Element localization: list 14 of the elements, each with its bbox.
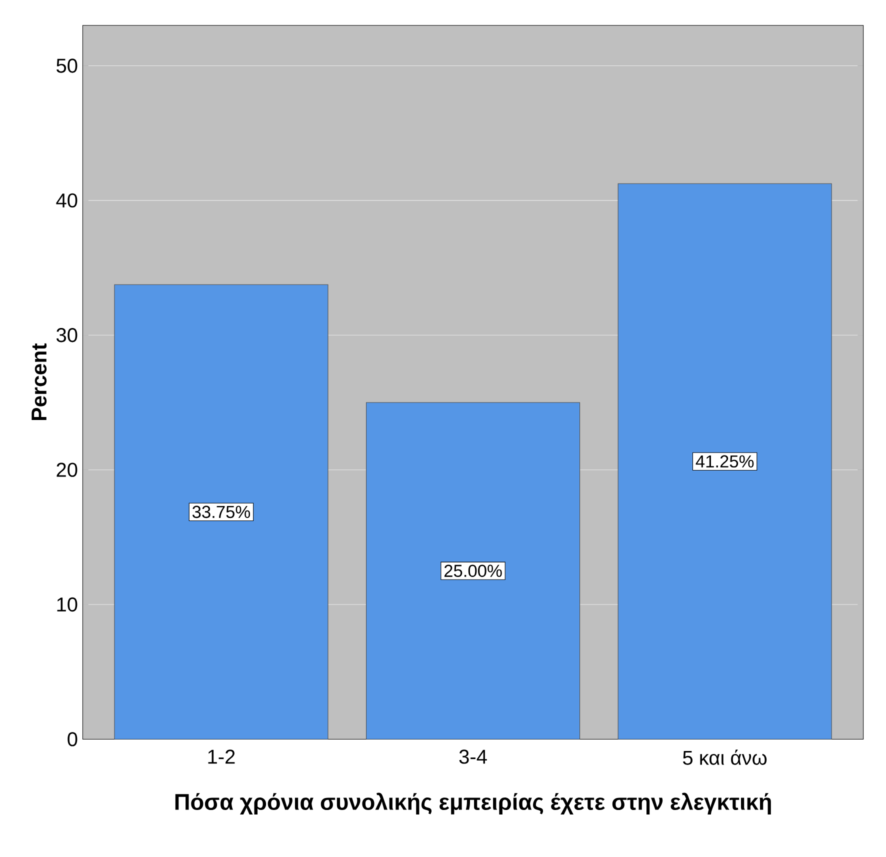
y-tick-label: 10 — [57, 598, 78, 612]
data-label: 41.25% — [696, 455, 754, 468]
data-label: 25.00% — [444, 564, 502, 578]
y-tick-label: 50 — [56, 58, 78, 74]
x-tick-label: 3-4 — [459, 750, 487, 764]
x-axis-title: Πόσα χρόνια συνολικής εμπειρίας έχετε στην ελεγκτική — [175, 792, 771, 815]
y-tick-label: 30 — [56, 328, 78, 342]
y-tick-label: 0 — [68, 732, 78, 746]
data-label: 33.75% — [192, 506, 250, 518]
y-tick-label: 20 — [56, 462, 78, 478]
y-axis-title: Percent — [32, 344, 47, 420]
x-tick-label: 1-2 — [208, 750, 235, 764]
x-tick-label: 5 και άνω — [683, 750, 767, 766]
y-tick-label: 40 — [56, 194, 78, 208]
